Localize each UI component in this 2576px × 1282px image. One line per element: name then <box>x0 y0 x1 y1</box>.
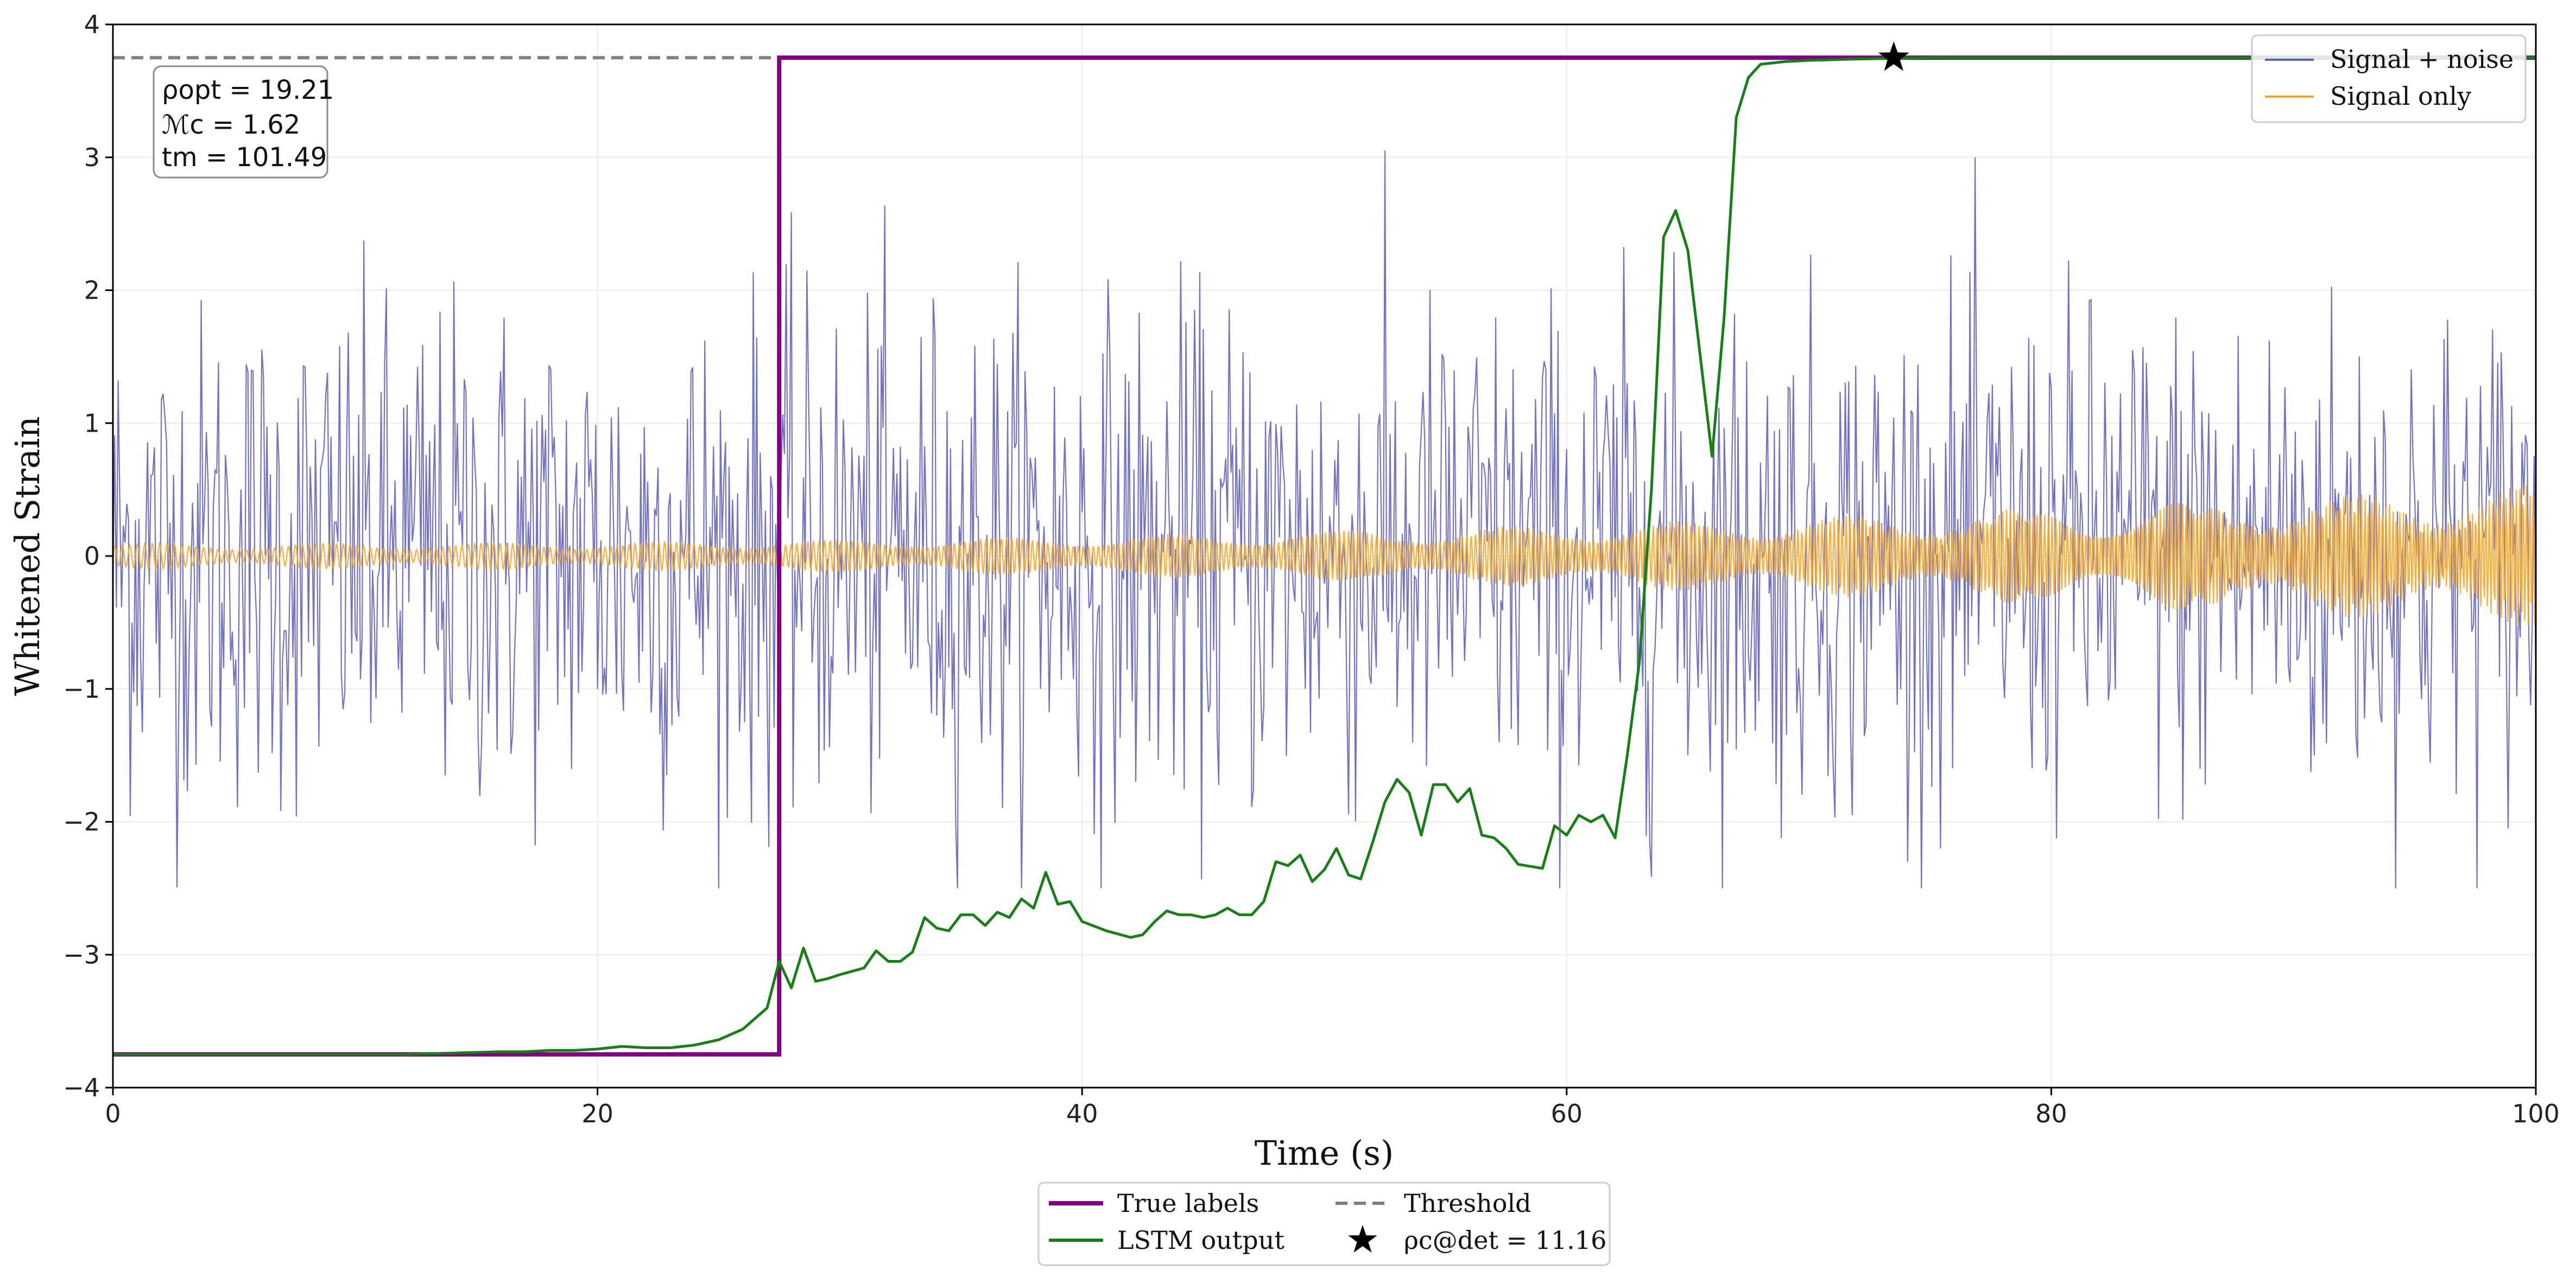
y-tick-label: −3 <box>63 940 100 969</box>
x-tick-label: 80 <box>2035 1099 2067 1128</box>
legend-upper-frame <box>2251 34 2527 123</box>
signal-only-line <box>113 485 2536 627</box>
legend-detection-label: ρc@det = 11.16 <box>1404 1226 1606 1255</box>
x-tick-label: 0 <box>105 1099 121 1128</box>
x-tick-label: 40 <box>1066 1099 1098 1128</box>
x-tick-label: 60 <box>1551 1099 1583 1128</box>
y-axis-label: Whitened Strain <box>8 416 47 696</box>
annotation-box <box>153 65 328 179</box>
y-tick-label: 4 <box>84 10 100 39</box>
annotation-chirp-mass: ℳc = 1.62 <box>162 110 300 140</box>
legend-lstm-label: LSTM output <box>1117 1226 1284 1255</box>
legend-threshold-label: Threshold <box>1404 1189 1531 1218</box>
x-tick-label: 100 <box>2512 1099 2560 1128</box>
y-tick-label: 0 <box>84 541 100 571</box>
parameter-annotation: ρopt = 19.21 ℳc = 1.62 tm = 101.49 <box>153 65 334 179</box>
lstm-output-line <box>113 56 2536 1056</box>
x-axis-label: Time (s) <box>1255 1133 1394 1173</box>
annotation-merger-time: tm = 101.49 <box>162 142 327 173</box>
legend-signal-only-label: Signal only <box>2330 81 2471 111</box>
y-tick-label: 1 <box>84 408 100 438</box>
annotation-rho-opt: ρopt = 19.21 <box>162 75 334 105</box>
y-tick-label: 3 <box>84 143 100 172</box>
y-tick-label: 2 <box>84 276 100 305</box>
legend-detection-star-icon <box>1348 1225 1377 1253</box>
plot-series <box>113 41 2536 1057</box>
legend-true-labels-label: True labels <box>1117 1189 1259 1218</box>
legend-bottom-frame <box>1037 1182 1611 1266</box>
legend-signal-noise-label: Signal + noise <box>2330 45 2514 74</box>
y-tick-label: −2 <box>63 807 100 837</box>
legend-bottom: True labels Threshold LSTM output ρc@det… <box>1037 1182 1611 1266</box>
legend-upper-right: Signal + noise Signal only <box>2251 34 2527 123</box>
axis-ticks: 0 20 40 60 80 100 −4 −3 −2 −1 0 1 2 3 4 <box>63 10 2560 1128</box>
detection-star-marker <box>1878 41 1909 71</box>
y-tick-label: −4 <box>63 1073 100 1102</box>
x-tick-label: 20 <box>581 1099 613 1128</box>
y-tick-label: −1 <box>63 674 100 704</box>
